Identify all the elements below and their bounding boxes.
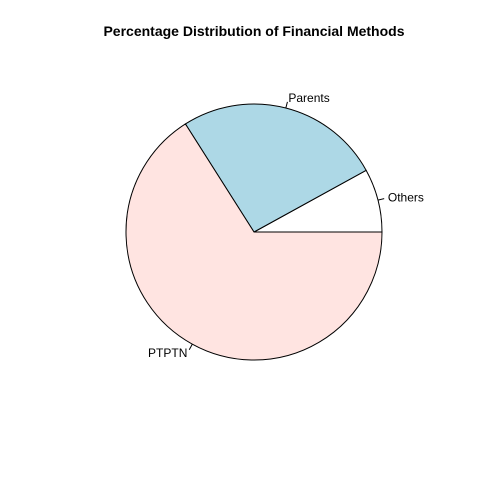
slice-label-others: Others <box>388 191 424 205</box>
label-tick-ptptn <box>188 343 193 351</box>
labels-group: Others Parents PTPTN <box>148 91 424 360</box>
chart-title: Percentage Distribution of Financial Met… <box>103 23 404 39</box>
pie-slice-parents <box>184 103 367 233</box>
label-tick-parents <box>285 101 288 109</box>
pie-slice-ptptn <box>125 123 383 361</box>
slices-group <box>125 103 383 361</box>
label-tick-others <box>377 198 385 201</box>
slice-label-parents: Parents <box>288 91 329 105</box>
slice-label-ptptn: PTPTN <box>148 346 187 360</box>
